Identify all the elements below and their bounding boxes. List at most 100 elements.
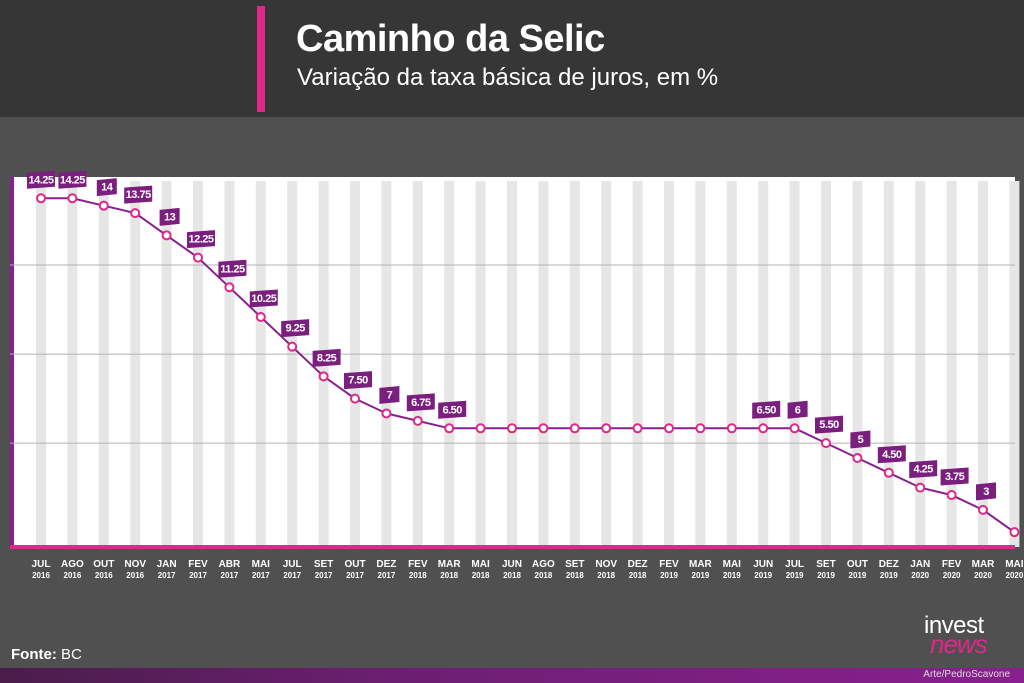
grid-stripe [412, 181, 423, 547]
data-label-box [218, 259, 247, 278]
grid-stripe [601, 181, 612, 547]
data-point [381, 408, 392, 419]
data-point [412, 415, 423, 426]
grid-stripe [821, 181, 831, 547]
data-label-box [96, 178, 117, 197]
data-label-box [877, 445, 906, 464]
data-label: 3.75 [940, 467, 969, 486]
data-point [287, 341, 298, 352]
data-label-box [281, 319, 310, 338]
x-tick-year: 2018 [409, 571, 427, 580]
data-point [946, 490, 957, 501]
data-point [789, 423, 800, 434]
x-tick-year: 2017 [346, 571, 364, 580]
data-point [632, 423, 643, 434]
data-label: 6 [787, 400, 808, 419]
data-label-text: 7 [387, 389, 393, 401]
data-label: 13.75 [124, 185, 153, 204]
data-point [67, 193, 78, 204]
x-tick-year: 2018 [535, 571, 553, 580]
data-label-box [787, 400, 808, 419]
x-tick-year: 2017 [221, 571, 239, 580]
data-point [130, 208, 141, 219]
data-label-text: 11.25 [220, 263, 245, 275]
x-tick-month: NOV [595, 559, 617, 570]
grid-stripe [161, 181, 172, 547]
data-point [915, 482, 926, 493]
data-point [318, 371, 329, 382]
data-label-box [406, 393, 435, 412]
data-point [758, 423, 769, 434]
data-label: 12.25 [187, 230, 215, 249]
source-value: BC [61, 646, 82, 663]
logo-word-news: news [930, 629, 988, 659]
data-point [193, 252, 203, 263]
data-label-box [909, 460, 938, 479]
data-point [569, 423, 580, 434]
x-tick-month: FEV [408, 559, 428, 570]
x-tick-year: 2018 [472, 571, 490, 580]
accent-bar [257, 6, 265, 112]
x-tick-year: 2018 [566, 571, 584, 580]
selic-line [41, 197, 1015, 534]
x-tick-year: 2020 [1006, 571, 1024, 580]
grid-stripe [1009, 181, 1020, 547]
data-label-text: 6.50 [756, 404, 776, 416]
data-label-text: 3.75 [945, 471, 965, 483]
x-tick-year: 2017 [378, 571, 396, 580]
grid-stripe [350, 181, 360, 547]
x-tick-year: 2017 [252, 571, 270, 580]
x-tick-year: 2016 [32, 571, 50, 580]
data-label: 4.50 [877, 445, 906, 464]
data-point [695, 423, 706, 434]
x-tick-year: 2019 [754, 571, 772, 580]
x-tick-month: JUL [32, 559, 51, 570]
x-tick-year: 2018 [503, 571, 521, 580]
data-point [852, 452, 863, 463]
data-label-text: 9.25 [285, 323, 305, 335]
data-point [821, 438, 831, 449]
data-label: 9.25 [281, 319, 310, 338]
x-tick-month: MAR [689, 559, 713, 570]
grid-stripe [569, 181, 580, 547]
data-point [224, 282, 235, 293]
data-label-box [249, 289, 278, 308]
data-label-text: 7.50 [348, 375, 368, 387]
x-tick-month: NOV [124, 559, 146, 570]
x-tick-year: 2017 [283, 571, 301, 580]
data-label: 4.25 [909, 460, 938, 479]
x-tick-year: 2016 [64, 571, 82, 580]
x-tick-year: 2017 [315, 571, 333, 580]
data-label: 6.75 [406, 393, 435, 412]
grid-stripe [507, 181, 517, 547]
grid-stripe [883, 181, 894, 547]
x-tick-year: 2019 [786, 571, 804, 580]
x-tick-year: 2020 [974, 571, 992, 580]
x-tick-month: AGO [532, 559, 555, 570]
data-label-text: 14.25 [60, 174, 85, 186]
grid-stripe [632, 181, 643, 547]
data-label: 14 [96, 178, 117, 197]
x-tick-month: DEZ [879, 559, 899, 570]
data-label-text: 4.50 [882, 449, 902, 461]
data-label-text: 8.25 [317, 352, 337, 364]
x-tick-year: 2019 [692, 571, 710, 580]
data-label-text: 13.75 [126, 189, 151, 201]
grid-stripe [130, 181, 141, 547]
x-tick-month: JAN [157, 559, 177, 570]
x-tick-year: 2020 [943, 571, 961, 580]
x-tick-month: JUN [753, 559, 773, 570]
data-point [601, 423, 612, 434]
data-point [161, 230, 172, 241]
header: Caminho da Selic Variação da taxa básica… [0, 0, 1024, 117]
x-tick-month: SET [314, 559, 333, 570]
data-point [507, 423, 517, 434]
data-label-box [940, 467, 969, 486]
source-note: Fonte: BC [11, 646, 82, 663]
data-label-box [815, 415, 843, 434]
x-tick-month: DEZ [628, 559, 648, 570]
grid-stripe [193, 181, 203, 547]
data-label-text: 13 [164, 211, 176, 223]
x-tick-month: JAN [910, 559, 930, 570]
x-tick-year: 2016 [95, 571, 113, 580]
